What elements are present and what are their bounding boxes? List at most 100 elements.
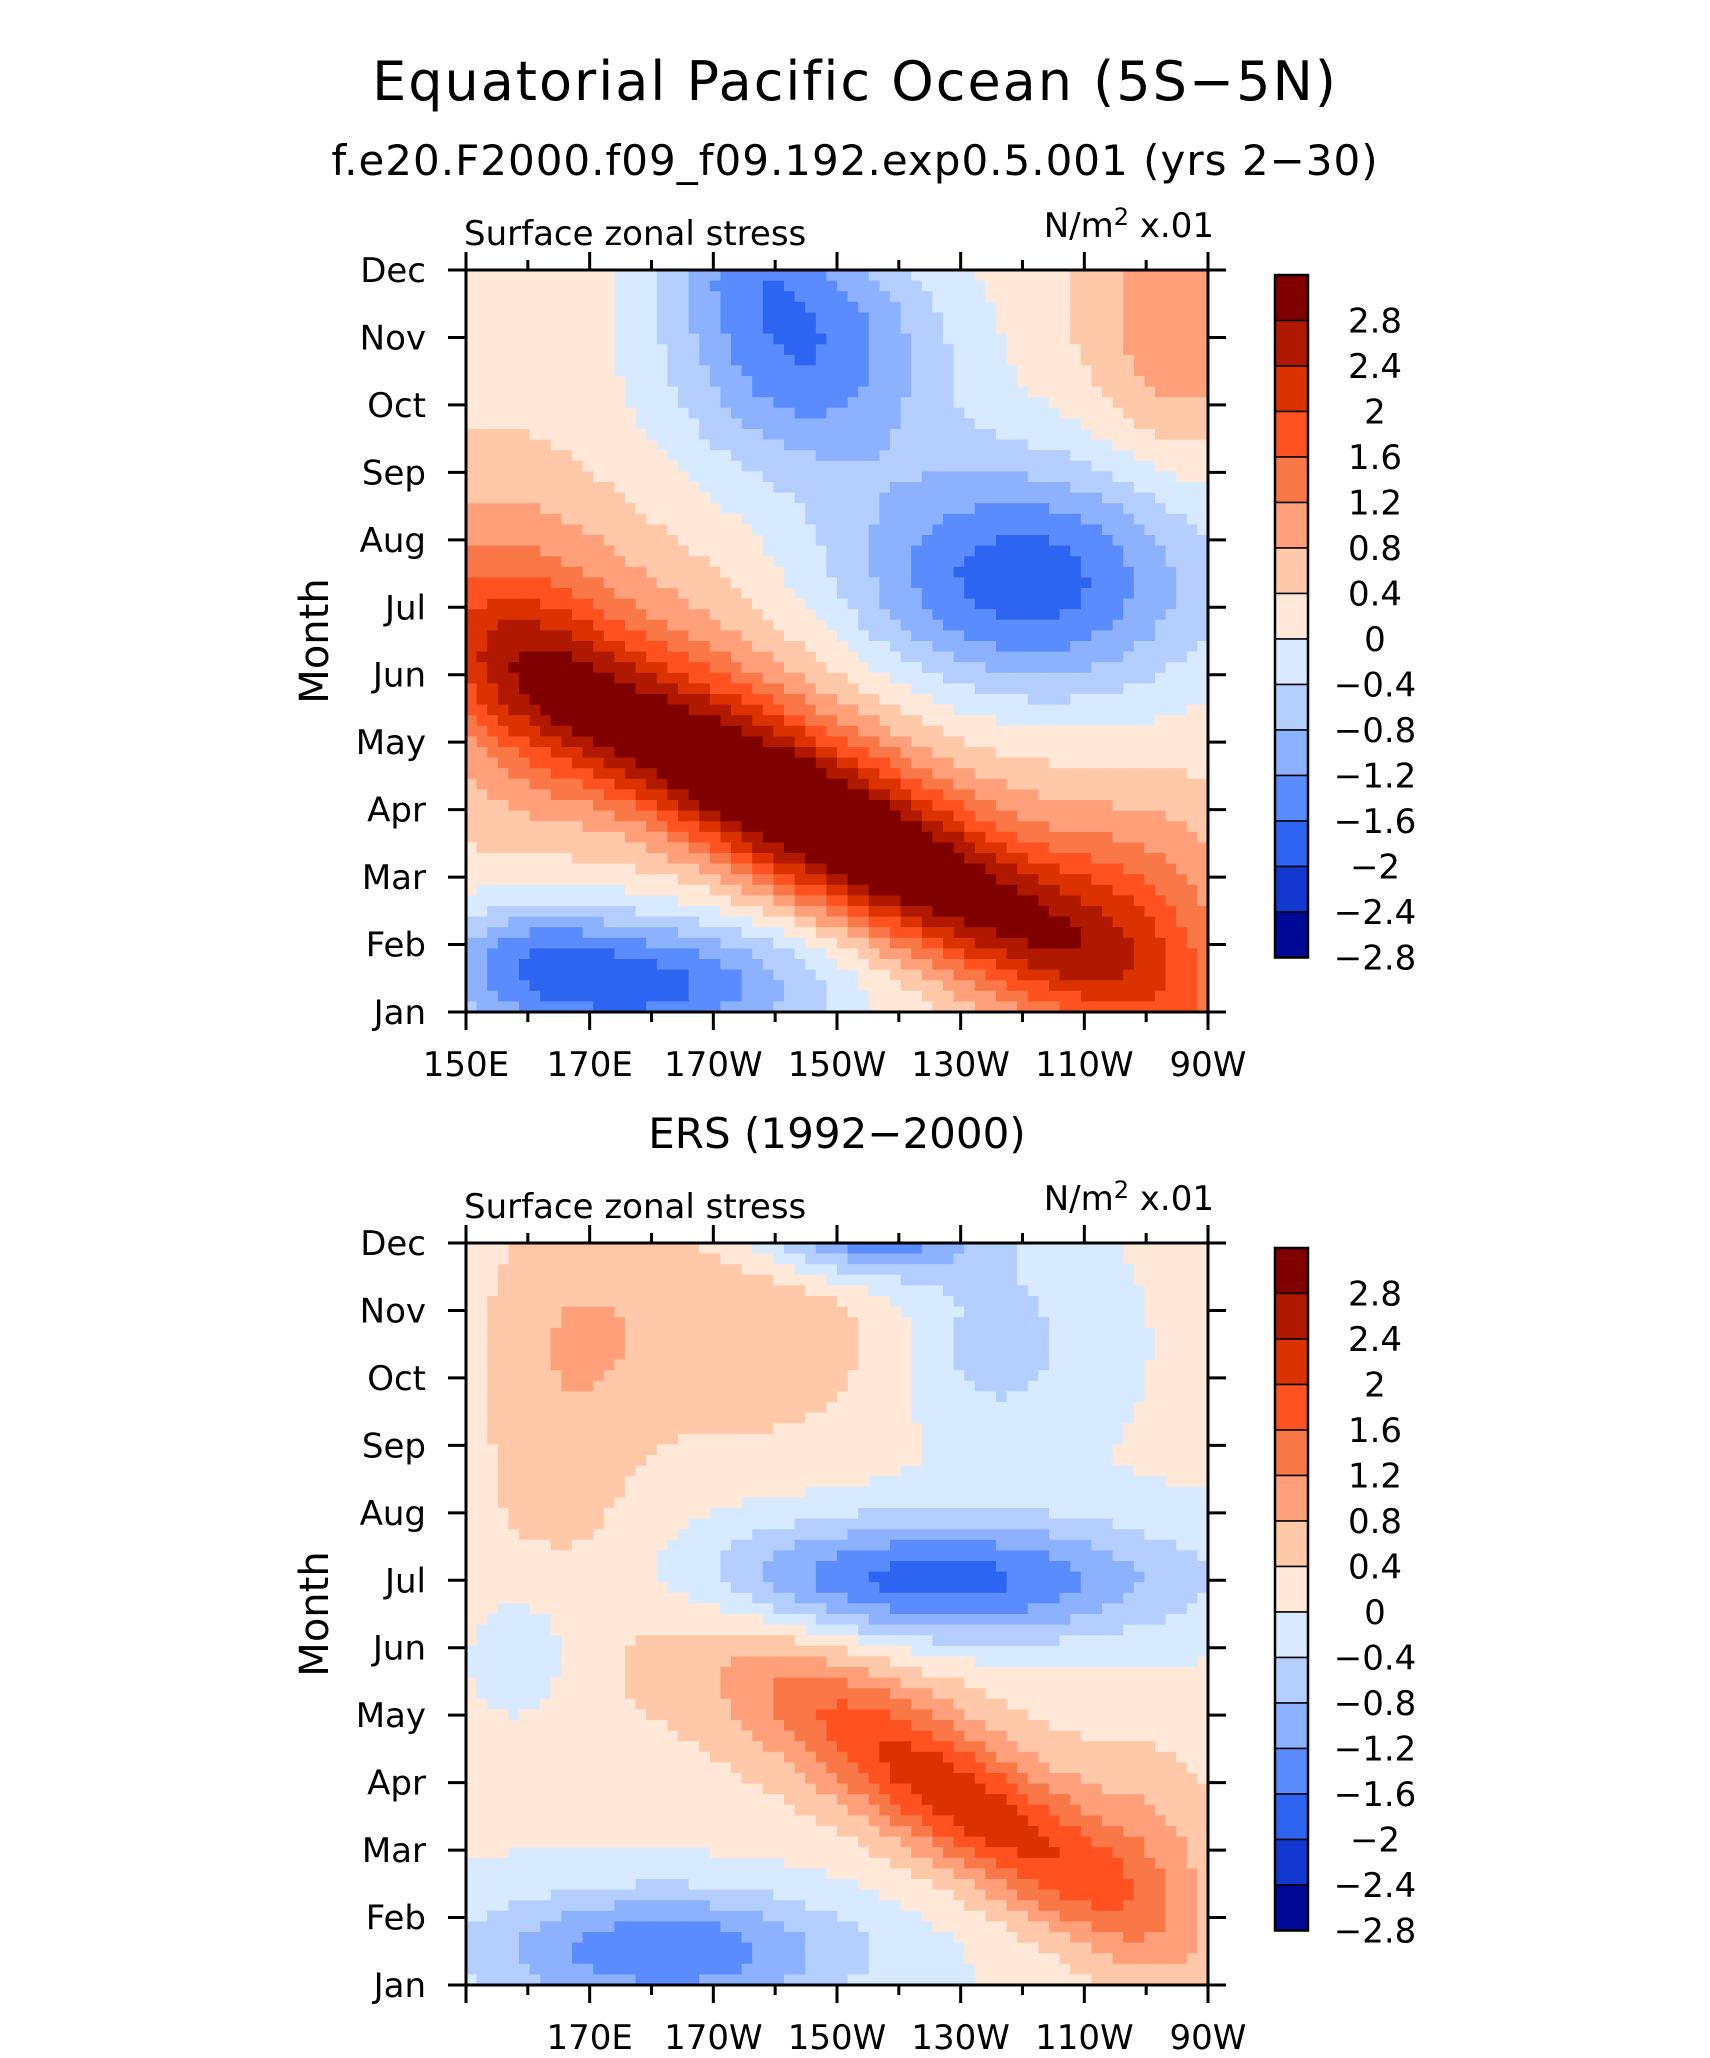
field-cell bbox=[1038, 641, 1050, 653]
field-cell bbox=[911, 503, 923, 515]
field-cell bbox=[1197, 556, 1208, 568]
field-cell bbox=[847, 535, 859, 547]
field-cell bbox=[646, 535, 658, 547]
field-cell bbox=[773, 301, 785, 313]
field-cell bbox=[497, 789, 509, 801]
field-cell bbox=[572, 853, 584, 865]
field-cell bbox=[1165, 704, 1177, 716]
field-cell bbox=[784, 513, 796, 525]
field-cell bbox=[900, 906, 912, 918]
field-cell bbox=[720, 789, 732, 801]
field-cell bbox=[741, 556, 753, 568]
field-cell bbox=[974, 884, 986, 896]
field-cell bbox=[1049, 672, 1061, 684]
field-cell bbox=[678, 937, 690, 949]
field-cell bbox=[996, 863, 1008, 875]
field-cell bbox=[1165, 545, 1177, 557]
field-cell bbox=[540, 747, 552, 759]
field-cell bbox=[985, 407, 997, 419]
field-cell bbox=[667, 513, 679, 525]
field-cell bbox=[529, 916, 541, 928]
field-cell bbox=[911, 800, 923, 812]
field-cell bbox=[932, 609, 944, 621]
field-cell bbox=[466, 535, 478, 547]
field-cell bbox=[900, 291, 912, 303]
field-cell bbox=[625, 948, 637, 960]
field-cell bbox=[540, 556, 552, 568]
field-cell bbox=[1070, 450, 1082, 462]
field-cell bbox=[773, 333, 785, 345]
field-cell bbox=[519, 863, 531, 875]
field-cell bbox=[688, 895, 700, 907]
field-cell bbox=[550, 503, 562, 515]
field-cell bbox=[773, 884, 785, 896]
field-cell bbox=[487, 842, 499, 854]
field-cell bbox=[1165, 291, 1177, 303]
field-cell bbox=[667, 789, 679, 801]
field-cell bbox=[1006, 980, 1018, 992]
field-cell bbox=[1186, 874, 1198, 886]
field-cell bbox=[1186, 450, 1198, 462]
field-cell bbox=[614, 280, 626, 292]
field-cell bbox=[964, 344, 976, 356]
field-cell bbox=[1133, 397, 1145, 409]
field-cell bbox=[911, 651, 923, 663]
field-cell bbox=[815, 301, 827, 313]
field-cell bbox=[1186, 588, 1198, 600]
field-cell bbox=[720, 588, 732, 600]
field-cell bbox=[1186, 927, 1198, 939]
field-cell bbox=[635, 429, 647, 441]
field-cell bbox=[985, 853, 997, 865]
field-cell bbox=[1070, 990, 1082, 1002]
field-cell bbox=[1123, 672, 1135, 684]
field-cell bbox=[625, 577, 637, 589]
field-cell bbox=[497, 471, 509, 483]
field-cell bbox=[1027, 715, 1039, 727]
field-cell bbox=[911, 386, 923, 398]
field-cell bbox=[837, 471, 849, 483]
field-cell bbox=[900, 884, 912, 896]
field-cell bbox=[1038, 588, 1050, 600]
field-cell bbox=[625, 450, 637, 462]
field-cell bbox=[508, 990, 520, 1002]
field-cell bbox=[868, 333, 880, 345]
field-cell bbox=[720, 937, 732, 949]
field-cell bbox=[1197, 333, 1208, 345]
field-cell bbox=[688, 641, 700, 653]
field-cell bbox=[890, 588, 902, 600]
field-cell bbox=[794, 778, 806, 790]
field-cell bbox=[529, 630, 541, 642]
field-cell bbox=[1091, 301, 1103, 313]
field-cell bbox=[466, 884, 478, 896]
field-cell bbox=[1133, 747, 1145, 759]
field-cell bbox=[561, 1001, 573, 1012]
field-cell bbox=[1123, 429, 1135, 441]
field-cell bbox=[519, 990, 531, 1002]
field-cell bbox=[815, 757, 827, 769]
field-cell bbox=[699, 672, 711, 684]
field-cell bbox=[699, 747, 711, 759]
field-cell bbox=[815, 482, 827, 494]
field-cell bbox=[815, 535, 827, 547]
field-cell bbox=[572, 630, 584, 642]
field-cell bbox=[773, 407, 785, 419]
field-cell bbox=[805, 757, 817, 769]
field-cell bbox=[497, 895, 509, 907]
field-cell bbox=[519, 323, 531, 335]
field-cell bbox=[635, 291, 647, 303]
field-cell bbox=[1017, 842, 1029, 854]
field-cell bbox=[529, 376, 541, 388]
field-cell bbox=[466, 365, 478, 377]
field-cell bbox=[1017, 492, 1029, 504]
field-cell bbox=[762, 535, 774, 547]
field-cell bbox=[1017, 619, 1029, 631]
field-cell bbox=[561, 641, 573, 653]
field-cell bbox=[508, 344, 520, 356]
field-cell bbox=[1133, 524, 1145, 536]
field-cell bbox=[667, 376, 679, 388]
field-cell bbox=[879, 704, 891, 716]
field-cell bbox=[1155, 365, 1167, 377]
field-cell bbox=[1027, 810, 1039, 822]
field-cell bbox=[985, 842, 997, 854]
field-cell bbox=[476, 365, 488, 377]
